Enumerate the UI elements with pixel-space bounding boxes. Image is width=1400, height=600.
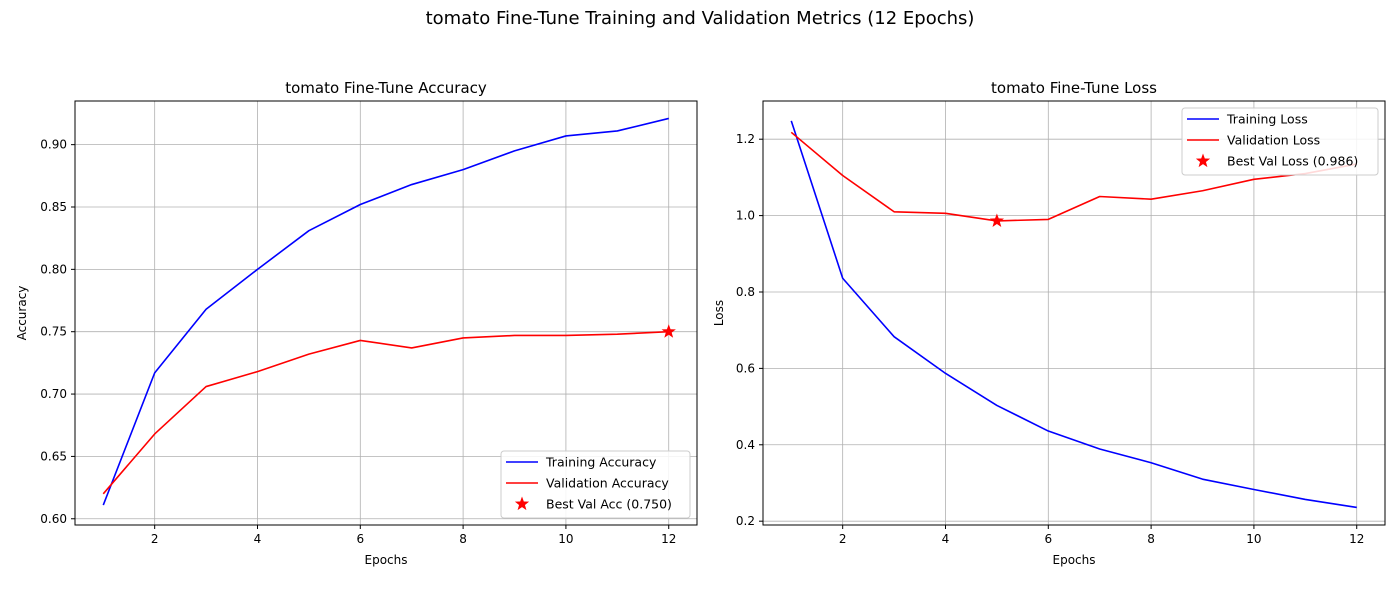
legend-label: Training Accuracy	[545, 455, 657, 470]
chart-title: tomato Fine-Tune Loss	[991, 79, 1157, 97]
y-tick-label: 0.2	[736, 514, 755, 528]
y-tick-label: 0.75	[40, 325, 67, 339]
legend-label: Validation Loss	[1227, 133, 1320, 148]
chart-panel-2: 2 4 6 8 10 12 0.2 0.4 0.6 0.8 1.0 1.2 tomato Fine-Tu…	[712, 79, 1386, 567]
legend-swatch-star	[1195, 153, 1211, 168]
x-axis-label: Epochs	[1053, 553, 1096, 567]
legend-label: Best Val Acc (0.750)	[546, 497, 672, 512]
best-value-marker	[989, 213, 1005, 228]
y-tick-label: 0.60	[40, 512, 67, 526]
x-tick-label: 2	[839, 532, 847, 546]
chart-panel-1: 2 4 6 8 10 12 0.60 0.65 0.70 0.75 0.80 0.85 0.90 toma…	[15, 79, 698, 567]
x-tick-label: 12	[1349, 532, 1364, 546]
legend-box	[500, 450, 691, 519]
legend-box	[1181, 107, 1379, 176]
series-line-validation-loss	[790, 131, 1357, 222]
x-tick-label: 12	[661, 532, 676, 546]
x-tick-label: 2	[151, 532, 159, 546]
best-value-marker	[661, 324, 676, 338]
series-line-validation-accuracy	[102, 330, 669, 495]
y-tick-label: 0.8	[736, 285, 755, 299]
x-axis-label: Epochs	[365, 553, 408, 567]
chart-title: tomato Fine-Tune Accuracy	[285, 79, 487, 97]
y-axis-label: Loss	[712, 300, 726, 326]
y-tick-label: 1.2	[736, 132, 755, 146]
y-tick-label: 0.90	[40, 138, 67, 152]
x-tick-label: 10	[558, 532, 573, 546]
y-tick-label: 1.0	[736, 209, 755, 223]
x-tick-label: 8	[459, 532, 467, 546]
x-tick-label: 6	[1044, 532, 1052, 546]
y-tick-label: 0.70	[40, 387, 67, 401]
axes-frame	[74, 100, 698, 526]
legend-swatch-star	[514, 496, 530, 511]
y-tick-label: 0.65	[40, 449, 67, 463]
figure-suptitle: tomato Fine-Tune Training and Validation…	[425, 8, 975, 29]
y-tick-label: 0.6	[736, 361, 755, 375]
x-tick-label: 4	[254, 532, 262, 546]
x-tick-label: 4	[942, 532, 950, 546]
x-tick-label: 8	[1147, 532, 1155, 546]
legend-label: Training Loss	[1226, 112, 1308, 127]
legend-label: Best Val Loss (0.986)	[1227, 154, 1358, 169]
x-tick-label: 10	[1246, 532, 1261, 546]
series-line-training-loss	[790, 120, 1357, 509]
legend-label: Validation Accuracy	[546, 476, 669, 491]
x-tick-label: 6	[356, 532, 364, 546]
legend: Training Accuracy Validation Accuracy Best…	[500, 450, 691, 519]
series-line-training-accuracy	[102, 117, 669, 506]
y-axis-label: Accuracy	[15, 286, 29, 341]
y-tick-label: 0.80	[40, 262, 67, 276]
axes-frame	[762, 100, 1386, 526]
y-tick-label: 0.85	[40, 200, 67, 214]
y-tick-label: 0.4	[736, 438, 755, 452]
legend: Training Loss Validation Loss Best Val Los…	[1181, 107, 1379, 176]
